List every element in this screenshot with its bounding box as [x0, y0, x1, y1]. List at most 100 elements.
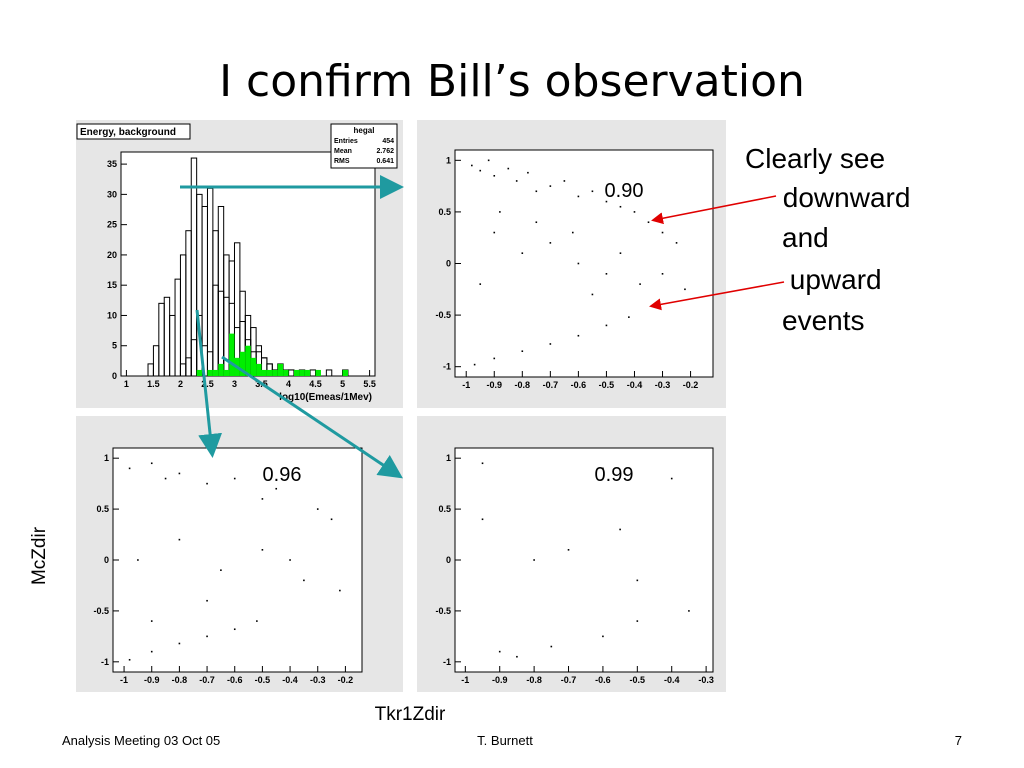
x-axis-label: Tkr1Zdir — [375, 704, 446, 725]
histogram-bar — [212, 284, 219, 377]
x-tick-label: 4.5 — [309, 379, 322, 389]
point — [605, 200, 608, 203]
histogram-bar — [277, 363, 284, 376]
y-tick-label: 0.5 — [438, 504, 451, 514]
point — [549, 343, 552, 345]
point — [619, 252, 622, 254]
stats-label: Mean — [334, 148, 352, 155]
x-tick-label: -0.2 — [338, 675, 354, 685]
stats-box — [330, 123, 398, 169]
point — [688, 610, 690, 612]
histogram-bar — [190, 339, 198, 377]
histogram-bar — [147, 363, 154, 377]
point — [178, 642, 181, 645]
histogram-bar — [293, 369, 300, 376]
plot-frame — [120, 151, 376, 377]
point — [303, 579, 305, 582]
point — [206, 599, 208, 602]
point — [261, 498, 264, 500]
x-tick-label: -0.5 — [599, 380, 615, 390]
plot-frame — [112, 447, 363, 673]
point — [473, 363, 476, 366]
point — [206, 482, 208, 485]
point — [316, 508, 319, 510]
histogram-bar — [315, 369, 321, 376]
point — [619, 205, 622, 208]
point — [591, 190, 594, 193]
charts: 11.522.533.544.555.505101520253035Energy… — [76, 123, 714, 685]
point — [535, 221, 538, 224]
panel-gap — [403, 120, 417, 692]
histogram-bar — [212, 369, 219, 376]
point — [150, 650, 153, 653]
x-tick-label: -0.7 — [543, 380, 559, 390]
y-tick-label: -1 — [443, 657, 451, 667]
x-tick-label: -0.8 — [172, 675, 188, 685]
point — [628, 316, 630, 318]
point — [521, 350, 524, 353]
histogram-bar — [174, 278, 181, 377]
histogram-bar — [261, 369, 267, 376]
arrow — [221, 355, 403, 479]
point — [233, 477, 236, 480]
x-tick-label: 1.5 — [147, 379, 160, 389]
point — [178, 472, 181, 475]
point — [661, 273, 664, 275]
correlation-label: 0.96 — [263, 464, 302, 486]
point — [647, 221, 650, 224]
point — [220, 569, 222, 571]
y-tick-label: 15 — [107, 280, 117, 290]
y-tick-label: 35 — [107, 159, 117, 169]
y-tick-label: 5 — [112, 341, 117, 351]
histogram-bar — [223, 296, 230, 377]
histogram-bar — [185, 357, 192, 377]
histogram-bar — [239, 351, 246, 376]
histogram-bar — [163, 296, 171, 377]
y-tick-label: -1 — [101, 657, 109, 667]
hist-title-box — [76, 123, 191, 140]
point — [549, 185, 552, 187]
stats-value: 454 — [382, 138, 394, 145]
arrow — [649, 281, 785, 311]
histogram-bar — [152, 345, 160, 377]
point — [164, 477, 167, 480]
y-tick-label: 25 — [107, 220, 117, 230]
point — [516, 655, 518, 658]
stats-title: hegal — [354, 126, 375, 135]
histogram-bar — [206, 187, 214, 377]
point — [533, 559, 535, 561]
y-tick-label: 20 — [107, 250, 117, 260]
x-tick-label: 4 — [286, 379, 291, 389]
y-tick-label: 0 — [446, 259, 451, 269]
footer-center: T. Burnett — [477, 733, 533, 748]
histogram-bar — [250, 357, 257, 376]
y-tick-label: 10 — [107, 310, 117, 320]
y-tick-label: -0.5 — [435, 310, 451, 320]
x-tick-label: -0.4 — [627, 380, 643, 390]
x-tick-label: -0.7 — [561, 675, 577, 685]
y-tick-label: -0.5 — [435, 606, 451, 616]
point — [487, 159, 490, 162]
footer-right: 7 — [955, 733, 962, 748]
point — [256, 620, 258, 622]
point — [206, 635, 208, 638]
x-tick-label: -0.8 — [515, 380, 531, 390]
y-tick-label: 1 — [104, 453, 109, 463]
arrow — [195, 309, 223, 458]
x-tick-label: -0.5 — [255, 675, 271, 685]
point — [567, 549, 570, 551]
point — [507, 167, 510, 170]
x-tick-label: 3 — [232, 379, 237, 389]
note: events — [782, 305, 865, 336]
point — [479, 283, 482, 285]
histogram-bar — [169, 314, 176, 377]
x-tick-label: -0.8 — [526, 675, 542, 685]
correlation-label: 0.90 — [605, 180, 644, 202]
histogram-bar — [196, 369, 203, 376]
histogram-bar — [256, 363, 262, 376]
y-tick-label: 0 — [104, 555, 109, 565]
histogram-bar — [179, 254, 187, 377]
x-tick-label: -0.6 — [227, 675, 243, 685]
y-tick-label: 30 — [107, 189, 117, 199]
